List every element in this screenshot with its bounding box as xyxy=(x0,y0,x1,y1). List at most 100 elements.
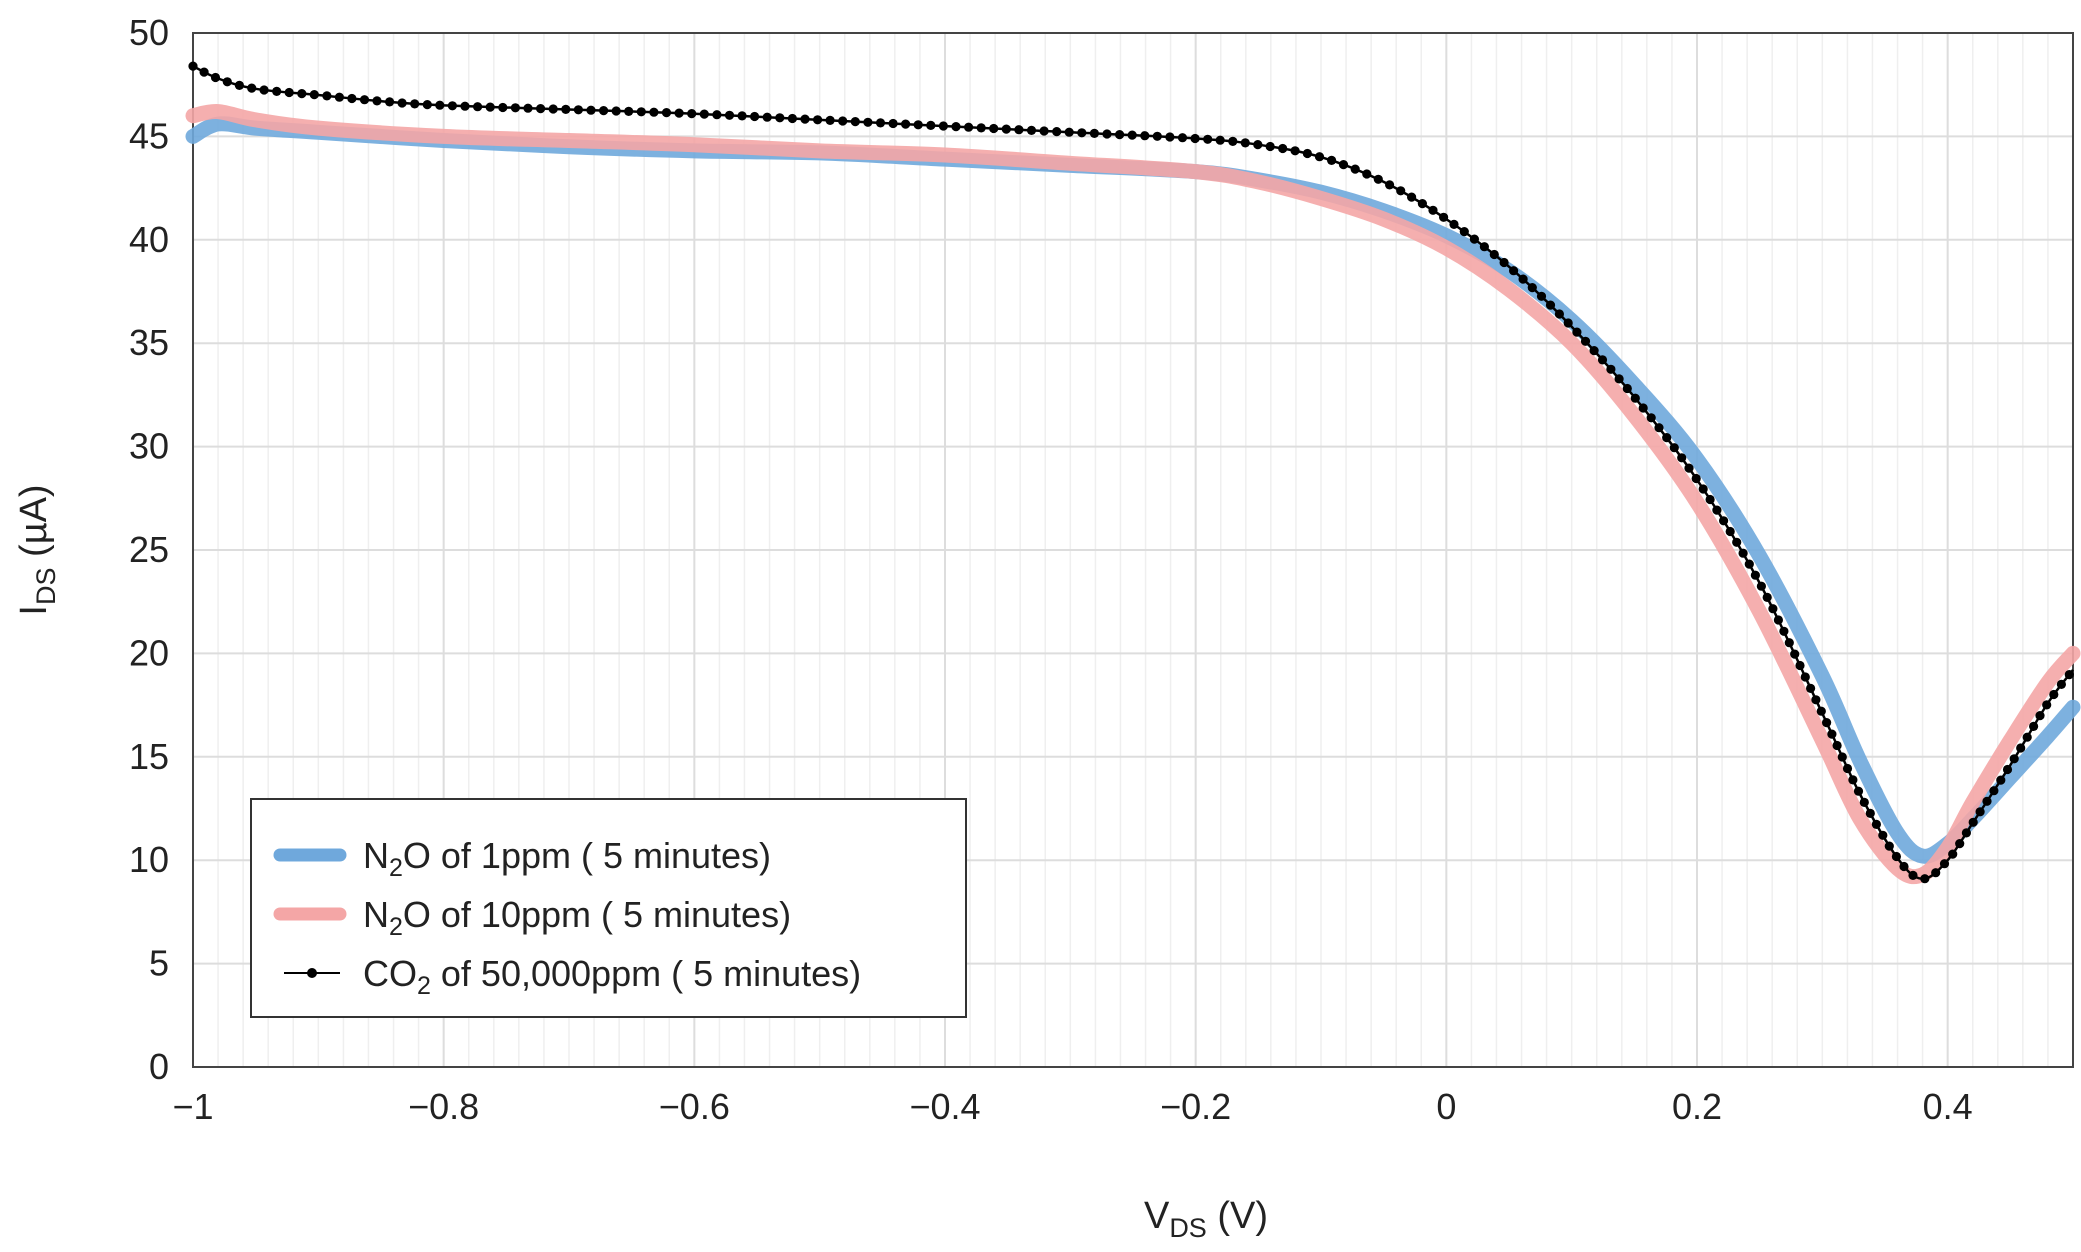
series-marker xyxy=(1738,548,1748,558)
series-marker xyxy=(913,120,923,130)
series-marker xyxy=(1684,463,1694,473)
series-marker xyxy=(199,67,209,77)
series-marker xyxy=(1908,870,1918,881)
series-marker xyxy=(1811,695,1821,705)
series-marker xyxy=(1677,453,1687,463)
series-marker xyxy=(1750,570,1760,580)
series-marker xyxy=(523,103,533,113)
series-marker xyxy=(1853,786,1864,796)
x-tick-label: −0.2 xyxy=(1160,1086,1231,1127)
series-marker xyxy=(1920,874,1930,884)
series-marker xyxy=(1806,683,1816,694)
series-marker xyxy=(1630,393,1640,403)
series-marker xyxy=(1115,130,1125,140)
series-marker xyxy=(699,109,709,119)
series-marker xyxy=(1302,148,1312,159)
series-marker xyxy=(1385,180,1395,190)
series-marker xyxy=(964,122,974,132)
series-marker xyxy=(1089,128,1099,138)
series-marker xyxy=(1479,242,1489,252)
series-marker xyxy=(1459,227,1469,237)
series-marker xyxy=(334,92,344,102)
series-marker xyxy=(1439,212,1449,222)
series-marker xyxy=(1784,638,1794,648)
series-marker xyxy=(1572,327,1582,337)
series-1 xyxy=(185,104,2081,885)
series-marker xyxy=(1614,374,1624,384)
x-tick-label: −1 xyxy=(172,1086,213,1127)
series-marker xyxy=(1554,309,1564,319)
series-marker xyxy=(1712,505,1722,515)
series-marker xyxy=(1102,129,1112,139)
series-marker xyxy=(1064,127,1074,137)
series-marker xyxy=(1589,346,1599,356)
y-axis-ticks: 0 5 10 15 20 25 30 35 40 45 50 xyxy=(129,12,169,1087)
y-tick-label: 10 xyxy=(129,839,169,880)
series-marker xyxy=(611,106,621,116)
series-marker xyxy=(800,114,810,124)
series-marker xyxy=(1499,257,1509,268)
series-marker xyxy=(573,105,584,115)
series-marker xyxy=(1800,672,1810,682)
series-marker xyxy=(1177,133,1188,143)
series-marker xyxy=(1865,808,1875,819)
series-marker xyxy=(2049,689,2059,700)
legend-box xyxy=(250,798,967,1018)
series-marker xyxy=(222,77,232,87)
series-marker xyxy=(188,61,198,71)
y-tick-label: 5 xyxy=(149,943,169,984)
series-marker xyxy=(1939,859,1950,869)
series-marker xyxy=(1428,205,1438,215)
series-marker xyxy=(1362,169,1372,179)
series-marker xyxy=(750,111,760,122)
series-marker xyxy=(1996,775,2006,785)
series-marker xyxy=(498,102,508,113)
series-marker xyxy=(1449,219,1459,229)
legend: N2O of 1ppm ( 5 minutes) N2O of 10ppm ( … xyxy=(250,798,967,1018)
series-marker xyxy=(1705,494,1715,505)
y-tick-label: 0 xyxy=(149,1046,169,1087)
series-marker xyxy=(1026,125,1037,135)
series-marker xyxy=(1190,133,1200,144)
series-marker xyxy=(397,98,407,108)
series-marker xyxy=(297,89,307,99)
series-marker xyxy=(2064,670,2074,680)
series-marker xyxy=(385,97,395,107)
series-line xyxy=(185,104,2081,885)
series-2 xyxy=(188,61,2074,884)
series-marker xyxy=(1899,861,1909,872)
series-marker xyxy=(1407,192,1417,202)
series-marker xyxy=(447,101,457,111)
series-marker xyxy=(1989,786,1999,796)
series-marker xyxy=(1469,234,1479,244)
series-marker xyxy=(1773,615,1783,625)
series-marker xyxy=(1489,249,1499,260)
series-marker xyxy=(284,87,294,98)
series-marker xyxy=(485,102,495,112)
series-marker xyxy=(1314,152,1325,162)
y-tick-label: 45 xyxy=(129,115,169,156)
series-marker xyxy=(1698,484,1708,494)
series-marker xyxy=(1203,134,1213,144)
series-marker xyxy=(825,115,835,125)
series-marker xyxy=(762,112,772,122)
series-marker xyxy=(422,100,432,110)
x-tick-label: −0.4 xyxy=(909,1086,980,1127)
series-marker xyxy=(1948,849,1958,859)
series-marker xyxy=(687,109,697,119)
series-marker xyxy=(1338,160,1349,170)
y-tick-label: 50 xyxy=(129,12,169,53)
series-marker xyxy=(1719,516,1729,526)
series-marker xyxy=(1878,830,1888,840)
series-marker xyxy=(1518,274,1528,284)
series-marker xyxy=(460,101,470,111)
series-marker xyxy=(234,80,244,90)
series-marker xyxy=(938,121,949,131)
series-marker xyxy=(1127,130,1137,140)
series-marker xyxy=(1240,138,1250,148)
series-marker xyxy=(875,118,886,128)
series-marker xyxy=(586,105,596,115)
series-marker xyxy=(1779,626,1789,636)
series-marker xyxy=(850,117,860,127)
x-tick-label: 0 xyxy=(1436,1086,1456,1127)
